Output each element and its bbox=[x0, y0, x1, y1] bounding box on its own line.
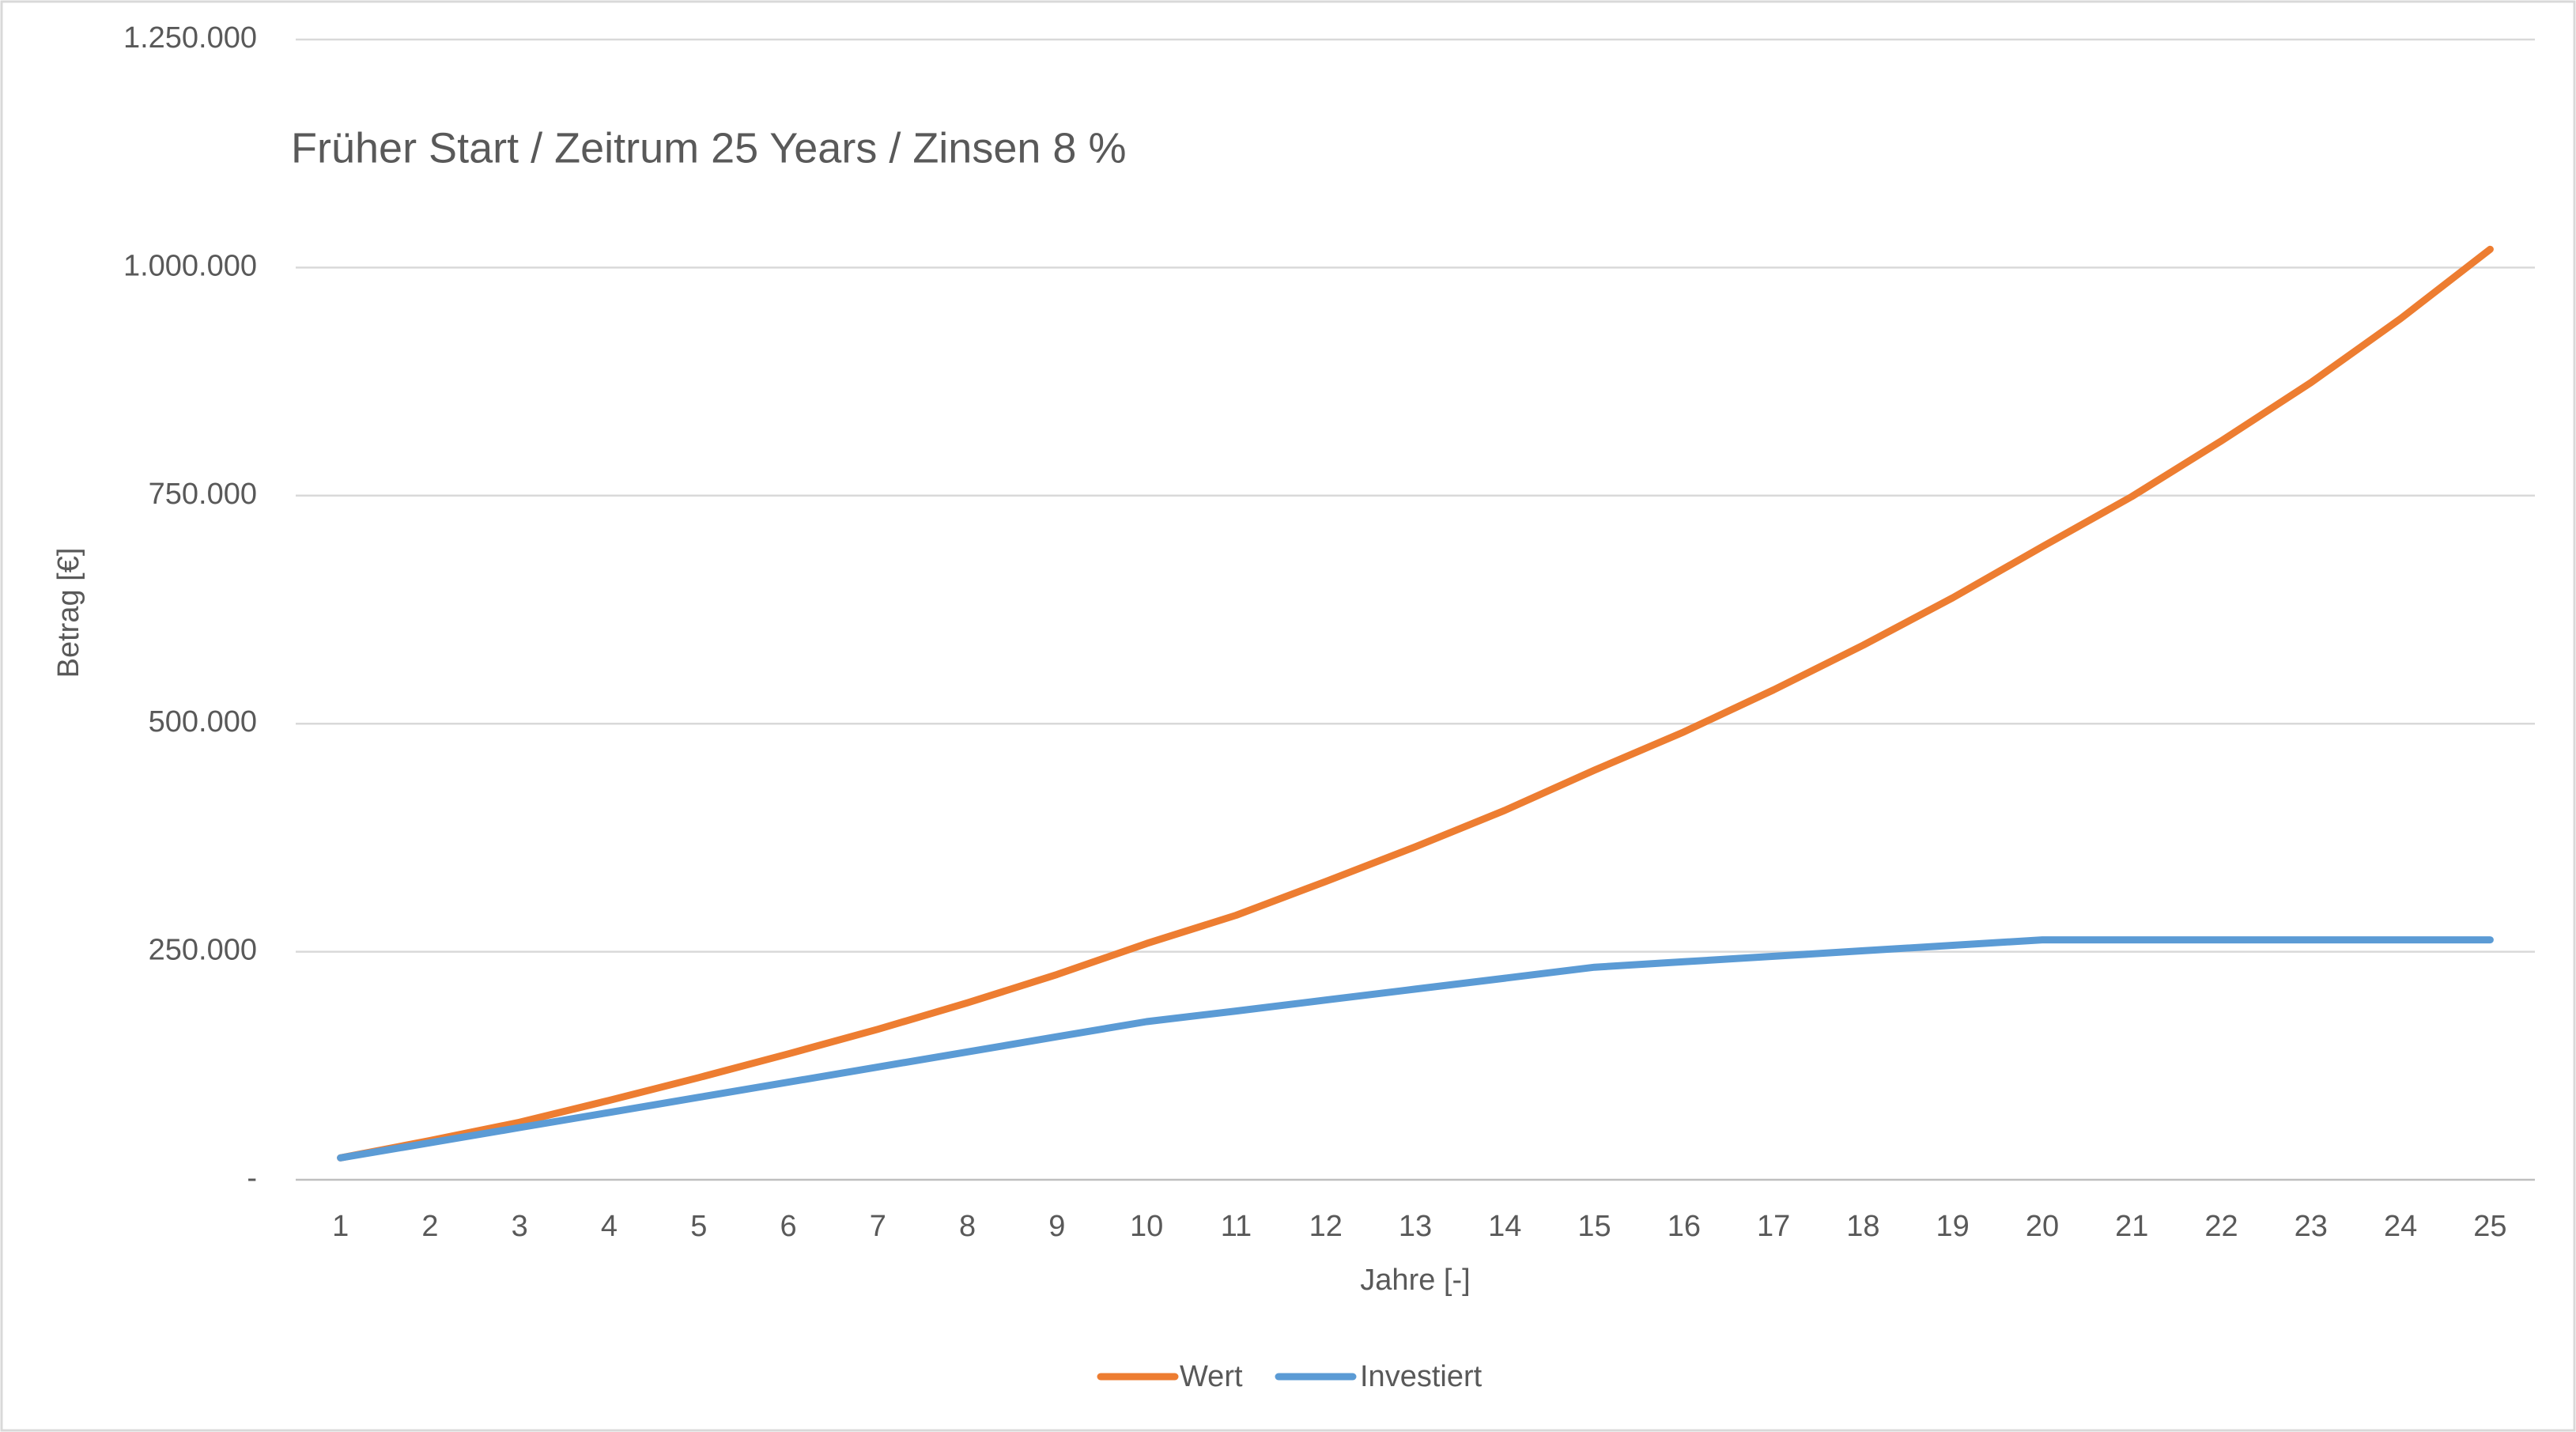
x-tick-label: 23 bbox=[2295, 1210, 2328, 1243]
x-tick-label: 17 bbox=[1757, 1210, 1790, 1243]
x-tick-label: 13 bbox=[1399, 1210, 1432, 1243]
x-tick-label: 10 bbox=[1130, 1210, 1163, 1243]
data-line bbox=[337, 245, 2494, 1162]
x-tick-label: 12 bbox=[1309, 1210, 1343, 1243]
x-tick-label: 6 bbox=[780, 1210, 796, 1243]
x-tick-label: 8 bbox=[959, 1210, 976, 1243]
x-tick-label: 14 bbox=[1488, 1210, 1521, 1243]
y-tick-label: 750.000 bbox=[149, 478, 257, 511]
data-line bbox=[337, 936, 2494, 1162]
x-tick-label: 3 bbox=[512, 1210, 528, 1243]
chart-title: Früher Start / Zeitrum 25 Years / Zinsen… bbox=[291, 124, 1126, 172]
x-tick-label: 21 bbox=[2115, 1210, 2148, 1243]
y-tick-label: 1.250.000 bbox=[123, 21, 257, 55]
x-axis-label: Jahre [-] bbox=[1360, 1264, 1470, 1297]
x-tick-label: 4 bbox=[601, 1210, 618, 1243]
x-tick-label: 5 bbox=[690, 1210, 707, 1243]
x-tick-label: 15 bbox=[1577, 1210, 1611, 1243]
y-tick-label: 1.000.000 bbox=[123, 249, 257, 282]
legend-label: Investiert bbox=[1360, 1360, 1483, 1393]
x-tick-label: 20 bbox=[2026, 1210, 2059, 1243]
x-tick-label: 7 bbox=[870, 1210, 886, 1243]
y-tick-label: 250.000 bbox=[149, 934, 257, 967]
x-tick-label: 2 bbox=[421, 1210, 438, 1243]
y-tick-label: 500.000 bbox=[149, 705, 257, 739]
x-tick-label: 16 bbox=[1668, 1210, 1701, 1243]
y-axis-label: Betrag [€] bbox=[52, 548, 85, 678]
x-tick-label: 25 bbox=[2473, 1210, 2506, 1243]
x-tick-label: 9 bbox=[1048, 1210, 1065, 1243]
x-tick-label: 19 bbox=[1936, 1210, 1970, 1243]
x-tick-label: 22 bbox=[2204, 1210, 2238, 1243]
x-tick-label: 11 bbox=[1221, 1210, 1252, 1243]
legend-label: Wert bbox=[1180, 1360, 1243, 1393]
x-tick-label: 1 bbox=[332, 1210, 349, 1243]
x-tick-label: 24 bbox=[2384, 1210, 2417, 1243]
x-tick-label: 18 bbox=[1846, 1210, 1879, 1243]
y-tick-label: - bbox=[247, 1162, 257, 1195]
